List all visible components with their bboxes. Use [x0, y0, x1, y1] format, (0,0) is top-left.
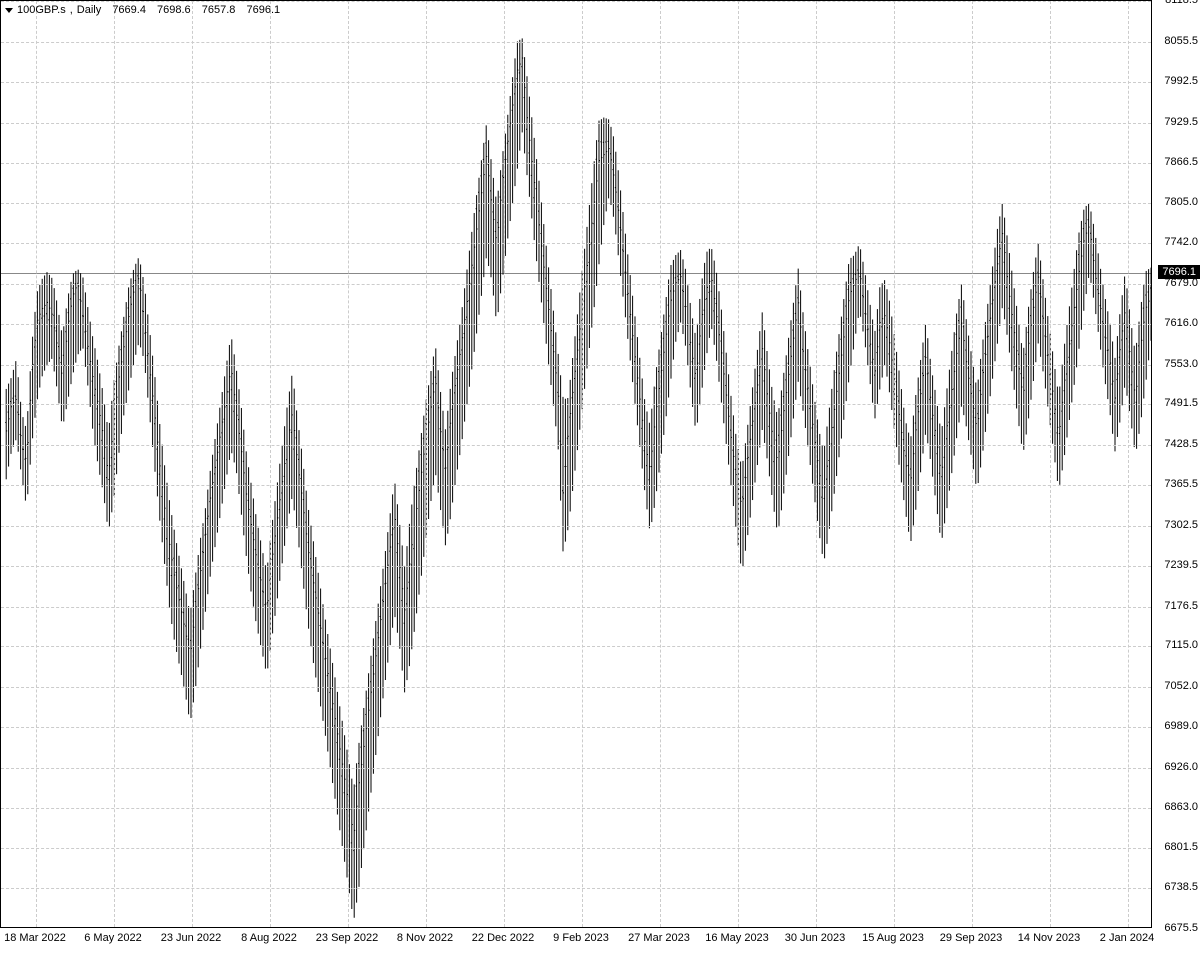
y-tick-label: 6863.0 [1164, 801, 1198, 813]
y-tick-label: 7616.0 [1164, 317, 1198, 329]
grid-line-h [1, 768, 1151, 769]
x-tick-label: 23 Sep 2022 [316, 932, 378, 944]
x-tick-label: 18 Mar 2022 [4, 932, 66, 944]
grid-line-v [660, 1, 661, 927]
y-tick-label: 7052.0 [1164, 680, 1198, 692]
grid-line-v [192, 1, 193, 927]
y-tick-label: 7428.5 [1164, 438, 1198, 450]
grid-line-v [972, 1, 973, 927]
y-tick-label: 7176.5 [1164, 600, 1198, 612]
chart-container: 100GBP.s, Daily 7669.4 7698.6 7657.8 769… [0, 0, 1200, 958]
close-value: 7696.1 [246, 4, 280, 16]
grid-line-h [1, 82, 1151, 83]
dropdown-icon [5, 8, 13, 13]
x-tick-label: 27 Mar 2023 [628, 932, 690, 944]
x-tick-label: 9 Feb 2023 [553, 932, 609, 944]
x-tick-label: 8 Aug 2022 [241, 932, 297, 944]
y-tick-label: 7365.5 [1164, 478, 1198, 490]
y-tick-label: 8118.5 [1165, 0, 1198, 6]
y-tick-label: 7992.5 [1164, 75, 1198, 87]
grid-line-v [1050, 1, 1051, 927]
ohlc-series [1, 1, 1152, 928]
grid-line-v [816, 1, 817, 927]
x-tick-label: 6 May 2022 [84, 932, 141, 944]
y-axis: 8118.5 8055.5 7992.5 7929.5 7866.5 7805.0 7742… [1151, 0, 1200, 928]
y-tick-label: 7929.5 [1164, 116, 1198, 128]
y-tick-label: 6675.5 [1164, 922, 1198, 934]
x-tick-label: 16 May 2023 [705, 932, 769, 944]
grid-line-h [1, 808, 1151, 809]
grid-line-h [1, 888, 1151, 889]
y-tick-label: 7742.0 [1164, 236, 1198, 248]
high-value: 7698.6 [157, 4, 191, 16]
x-tick-label: 8 Nov 2022 [397, 932, 453, 944]
y-tick-label: 7491.5 [1164, 397, 1198, 409]
y-tick-label: 6801.5 [1164, 841, 1198, 853]
grid-line-h [1, 848, 1151, 849]
grid-line-v [426, 1, 427, 927]
grid-line-v [894, 1, 895, 927]
chart-title: 100GBP.s, Daily 7669.4 7698.6 7657.8 769… [5, 4, 280, 16]
grid-line-h [1, 163, 1151, 164]
timeframe-label: Daily [77, 4, 101, 16]
grid-line-h [1, 687, 1151, 688]
grid-line-h [1, 365, 1151, 366]
grid-line-h [1, 485, 1151, 486]
grid-line-h [1, 123, 1151, 124]
grid-line-h [1, 526, 1151, 527]
low-value: 7657.8 [202, 4, 236, 16]
grid-line-v [270, 1, 271, 927]
y-tick-label: 7553.0 [1164, 358, 1198, 370]
grid-line-h [1, 243, 1151, 244]
y-tick-label: 6738.5 [1164, 881, 1198, 893]
open-value: 7669.4 [112, 4, 146, 16]
grid-line-v [504, 1, 505, 927]
grid-line-h [1, 284, 1151, 285]
grid-line-h [1, 445, 1151, 446]
x-tick-label: 30 Jun 2023 [785, 932, 846, 944]
grid-line-h [1, 42, 1151, 43]
grid-line-v [1128, 1, 1129, 927]
grid-line-h [1, 566, 1151, 567]
y-tick-label: 7239.5 [1164, 559, 1198, 571]
y-tick-label: 8055.5 [1164, 35, 1198, 47]
grid-line-v [348, 1, 349, 927]
grid-line-v [738, 1, 739, 927]
grid-line-v [36, 1, 37, 927]
grid-line-v [114, 1, 115, 927]
grid-line-h [1, 646, 1151, 647]
y-tick-label: 7805.0 [1164, 196, 1198, 208]
y-tick-label: 7302.5 [1164, 519, 1198, 531]
x-tick-label: 15 Aug 2023 [862, 932, 924, 944]
grid-line-h [1, 324, 1151, 325]
x-tick-label: 2 Jan 2024 [1100, 932, 1154, 944]
x-tick-label: 22 Dec 2022 [472, 932, 534, 944]
symbol-label: 100GBP.s [17, 4, 66, 16]
grid-line-h [1, 1, 1151, 2]
grid-line-v [582, 1, 583, 927]
current-price-badge: 7696.1 [1158, 265, 1200, 279]
grid-line-h [1, 203, 1151, 204]
y-tick-label: 7115.0 [1165, 639, 1198, 651]
y-tick-label: 6989.0 [1164, 720, 1198, 732]
x-axis: 18 Mar 2022 6 May 2022 23 Jun 2022 8 Aug 20… [0, 927, 1152, 958]
x-tick-label: 29 Sep 2023 [940, 932, 1002, 944]
grid-line-h [1, 607, 1151, 608]
plot-area[interactable]: 100GBP.s, Daily 7669.4 7698.6 7657.8 769… [0, 0, 1152, 928]
x-tick-label: 23 Jun 2022 [161, 932, 222, 944]
y-tick-label: 6926.0 [1164, 761, 1198, 773]
x-tick-label: 14 Nov 2023 [1018, 932, 1080, 944]
grid-line-h [1, 727, 1151, 728]
y-tick-label: 7866.5 [1164, 156, 1198, 168]
grid-line-h [1, 404, 1151, 405]
